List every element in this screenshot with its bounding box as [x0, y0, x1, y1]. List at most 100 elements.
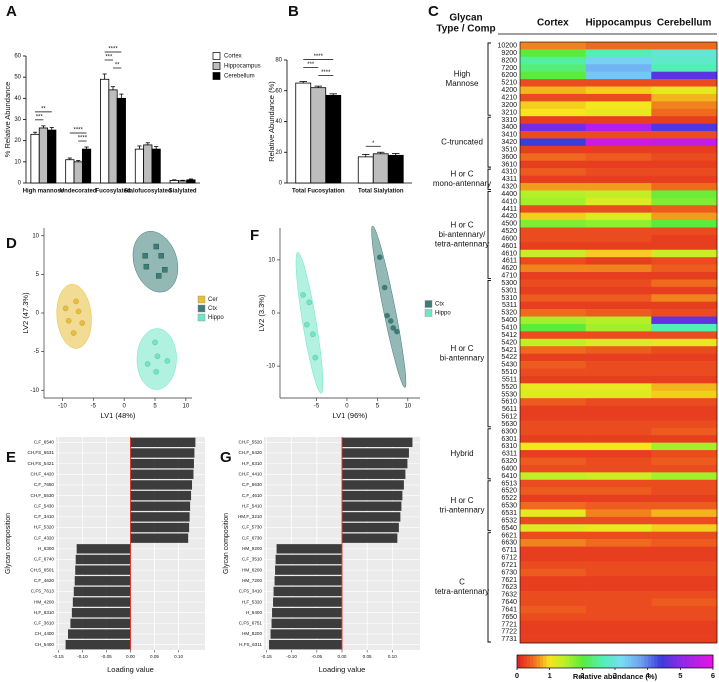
heatmap-cell — [585, 264, 652, 273]
heatmap-cell — [520, 309, 586, 317]
y-tick-label: -10 — [266, 364, 275, 370]
heatmap-cell — [651, 93, 718, 102]
colorbar-cell — [549, 655, 554, 668]
y-tick-label: 60 — [275, 88, 282, 94]
heatmap-cell — [651, 64, 718, 72]
heatmap-cell — [651, 145, 718, 154]
y-tick-label: H_6300 — [38, 546, 55, 551]
colorbar-cell — [559, 655, 564, 668]
heatmap-cell — [520, 42, 586, 50]
confidence-ellipse — [371, 225, 407, 388]
colorbar-cell — [582, 655, 586, 668]
row-label: 5410 — [501, 325, 517, 332]
colorbar-cell — [621, 655, 626, 668]
colorbar-cell — [611, 655, 616, 668]
heatmap-cell — [520, 116, 586, 124]
x-tick-label: 0 — [345, 404, 349, 410]
heatmap-cell — [585, 242, 652, 251]
heatmap-cell — [585, 182, 652, 191]
row-label: 5421 — [501, 347, 517, 354]
y-tick-label: C,F_6730 — [242, 535, 263, 540]
heatmap-cell — [651, 264, 718, 273]
bar — [275, 565, 342, 575]
heatmap-cell — [651, 42, 718, 50]
heatmap-cell — [520, 138, 586, 147]
heatmap-cell — [520, 390, 586, 399]
row-label: 6301 — [501, 436, 517, 443]
colorbar-cell — [618, 655, 622, 668]
colorbar-cell — [543, 655, 547, 668]
heatmap-cell — [585, 635, 652, 644]
heatmap-cell — [520, 502, 586, 510]
colorbar-cell — [660, 655, 665, 668]
significance-label: ** — [115, 63, 120, 69]
point — [153, 368, 160, 375]
heatmap-cell — [651, 316, 718, 325]
y-tick-label: 10 — [32, 233, 39, 239]
heatmap-cell — [520, 108, 586, 117]
heatmap-cell — [520, 234, 586, 243]
bar — [130, 490, 192, 501]
colorbar-tick-label: 1 — [548, 671, 552, 680]
heatmap-cell — [585, 64, 652, 72]
row-label: 5511 — [502, 376, 517, 383]
legend-label: Ctx — [435, 302, 444, 308]
x-tick-label: Total Sialylation — [358, 189, 404, 195]
heatmap-cell — [585, 338, 652, 347]
heatmap-cell — [585, 323, 652, 332]
panel-letter: D — [6, 235, 17, 252]
heatmap-cell — [651, 613, 718, 622]
row-label: 3510 — [501, 146, 517, 153]
colorbar-cell — [709, 655, 714, 668]
colorbar-tick-label: 2 — [580, 671, 584, 680]
colorbar-cell — [588, 655, 593, 668]
group-label: tetra-antennary — [435, 587, 489, 596]
heatmap-cell — [585, 249, 652, 258]
heatmap-cell — [520, 249, 586, 258]
heatmap-cell — [520, 197, 586, 206]
heatmap-cell — [520, 553, 586, 562]
heatmap-cell — [520, 79, 586, 87]
y-tick-label: C,F_4610 — [242, 493, 263, 498]
row-label: 7722 — [501, 629, 517, 636]
heatmap-cell — [651, 598, 718, 607]
row-label: 4311 — [502, 176, 517, 183]
heatmap-cell — [520, 383, 586, 392]
y-tick-label: C,FS_6751 — [239, 621, 263, 626]
heatmap-cell — [520, 190, 586, 199]
colorbar-cell — [677, 655, 681, 668]
y-tick-label: C,F_3510 — [242, 557, 263, 562]
heatmap-cell — [585, 516, 652, 525]
y-axis-label: LV2 (3.3%) — [257, 294, 266, 331]
colorbar-cell — [699, 655, 704, 668]
heatmap-cell — [651, 583, 718, 592]
heatmap-cell — [520, 568, 586, 577]
heatmap-cell — [520, 368, 586, 377]
row-label: 7650 — [501, 614, 517, 621]
y-tick-label: H,FS_6311 — [239, 642, 262, 647]
heatmap-cell — [651, 546, 718, 555]
row-label: 5630 — [501, 421, 517, 428]
heatmap-cell — [585, 138, 652, 147]
heatmap-cell — [585, 294, 652, 302]
heatmap-cell — [651, 138, 718, 147]
heatmap-cell — [585, 509, 652, 518]
bar — [143, 144, 153, 184]
heatmap-cell — [651, 272, 718, 280]
point — [300, 292, 306, 298]
heatmap-cell — [520, 182, 586, 191]
bar — [72, 597, 131, 607]
point — [155, 273, 162, 279]
colorbar-cell — [647, 655, 652, 668]
colorbar-cell — [575, 655, 580, 668]
heatmap-cell — [585, 435, 652, 443]
y-tick-label: CH,F_5520 — [239, 440, 263, 445]
point — [144, 361, 151, 367]
heatmap-cell — [585, 220, 652, 228]
heatmap-cell — [520, 301, 586, 310]
group-bracket — [487, 279, 491, 428]
colorbar-cell — [523, 655, 528, 668]
colorbar-cell — [595, 655, 599, 668]
bar — [134, 148, 145, 184]
bar — [273, 586, 342, 597]
